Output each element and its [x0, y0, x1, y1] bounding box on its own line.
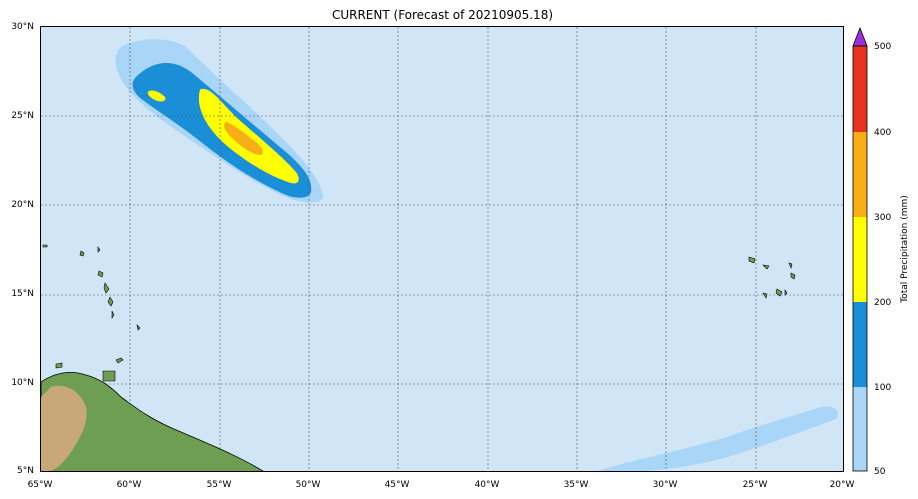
colorbar-extend-arrow: [852, 26, 868, 47]
colorbar-100-200: [853, 302, 867, 387]
x-tick-label: 45°W: [384, 480, 410, 490]
precip-contour-300mm: [224, 122, 263, 155]
colorbar-title: Total Precipitation (mm): [900, 195, 910, 303]
y-tick-label: 20°N: [11, 200, 34, 210]
x-tick-label: 20°W: [829, 480, 855, 490]
south-america-land: [41, 371, 264, 471]
colorbar-label: 200: [874, 298, 892, 308]
precipitation-map: [41, 27, 843, 471]
x-tick-label: 30°W: [652, 480, 678, 490]
x-tick-label: 60°W: [116, 480, 142, 490]
colorbar-frame: [852, 45, 868, 472]
y-tick-label: 25°N: [11, 111, 34, 121]
colorbar-label: 400: [874, 128, 892, 138]
map-title: CURRENT (Forecast of 20210905.18): [331, 8, 554, 22]
caribbean-islands: [42, 244, 141, 382]
colorbar-label: 100: [874, 383, 892, 393]
map-panel[interactable]: [40, 26, 844, 472]
cape-verde-islands: [748, 256, 796, 299]
x-tick-label: 65°W: [27, 480, 53, 490]
land-relief: [41, 385, 87, 471]
precip-contour-50mm-south: [597, 406, 838, 471]
colorbar: [852, 26, 868, 472]
colorbar-200-300: [853, 217, 867, 302]
colorbar-50-100: [853, 387, 867, 471]
y-tick-label: 15°N: [11, 289, 34, 299]
y-tick-label: 30°N: [11, 22, 34, 32]
colorbar-label: 50: [874, 467, 886, 477]
colorbar-300-400: [853, 132, 867, 217]
precip-contour-200mm-small: [147, 90, 166, 102]
graticule: [41, 27, 843, 471]
x-tick-label: 25°W: [742, 480, 768, 490]
x-tick-label: 50°W: [295, 480, 321, 490]
x-tick-label: 35°W: [563, 480, 589, 490]
y-tick-label: 10°N: [11, 378, 34, 388]
colorbar-label: 300: [874, 213, 892, 223]
x-tick-label: 40°W: [474, 480, 500, 490]
x-tick-label: 55°W: [206, 480, 232, 490]
colorbar-400-500: [853, 46, 867, 132]
precip-contour-200mm: [199, 88, 299, 184]
colorbar-label: 500: [874, 42, 892, 52]
y-tick-label: 5°N: [17, 466, 34, 476]
